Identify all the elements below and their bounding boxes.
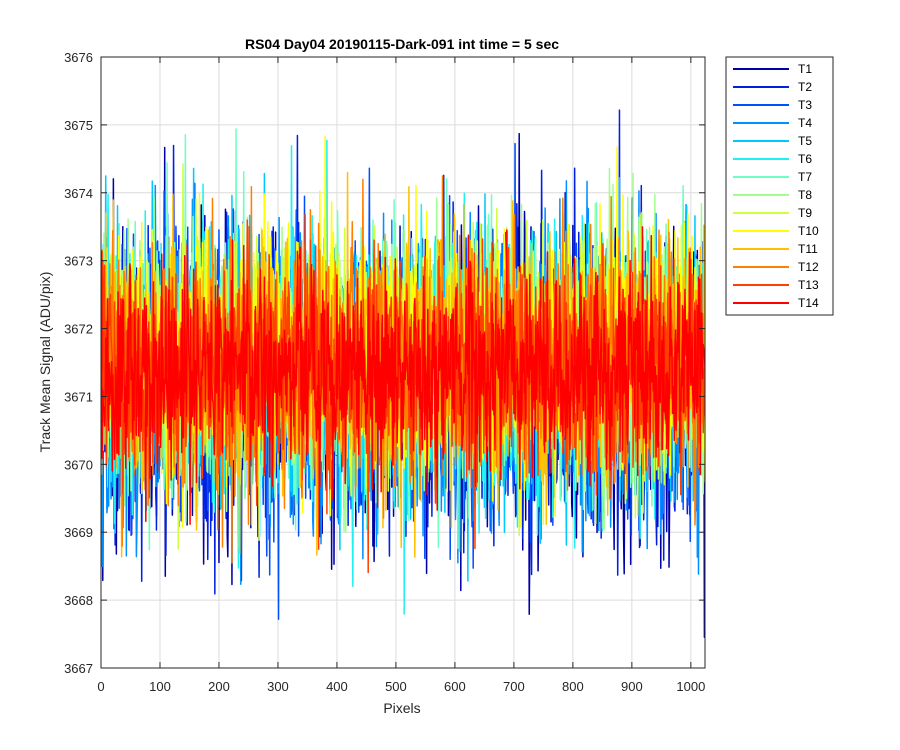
y-tick-label: 3669: [64, 525, 93, 540]
plot-area: 0 100 200 300 400 500 600 700 800 900 1000 3667 3668…: [64, 50, 706, 694]
legend-label-t2: T2: [798, 80, 812, 94]
x-axis-label: Pixels: [383, 700, 420, 716]
legend-label-t1: T1: [798, 62, 812, 76]
y-tick-label: 3668: [64, 593, 93, 608]
y-tick-label: 3674: [64, 186, 93, 201]
y-tick-label: 3676: [64, 50, 93, 65]
x-tick-label: 700: [503, 679, 525, 694]
legend-label-t8: T8: [798, 188, 812, 202]
chart-title: RS04 Day04 20190115-Dark-091 int time = …: [245, 36, 559, 52]
x-tick-label: 900: [621, 679, 643, 694]
x-tick-label: 600: [444, 679, 466, 694]
legend-label-t9: T9: [798, 206, 812, 220]
y-tick-label: 3673: [64, 254, 93, 269]
legend-label-t11: T11: [798, 242, 818, 256]
legend-box: [725, 56, 834, 316]
y-axis-label: Track Mean Signal (ADU/pix): [37, 272, 53, 453]
legend-label-t13: T13: [798, 278, 819, 292]
series-line-t13: [101, 213, 705, 574]
x-tick-label: 100: [149, 679, 171, 694]
y-tick-label: 3671: [64, 389, 93, 404]
y-tick-label: 3670: [64, 457, 93, 472]
x-tick-label: 1000: [676, 679, 705, 694]
axes-frame: [100, 56, 706, 669]
x-tick-label: 0: [97, 679, 104, 694]
legend-label-t3: T3: [798, 98, 812, 112]
series-group: [101, 109, 705, 638]
series-line-t14: [101, 226, 705, 525]
y-tick-label: 3675: [64, 118, 93, 133]
y-tick-label: 3672: [64, 322, 93, 337]
legend-label-t7: T7: [798, 170, 812, 184]
y-tick-label: 3667: [64, 661, 93, 676]
legend-label-t5: T5: [798, 134, 812, 148]
x-tick-label: 200: [208, 679, 230, 694]
legend-label-t12: T12: [798, 260, 819, 274]
x-tick-label: 400: [326, 679, 348, 694]
legend-label-t14: T14: [798, 296, 819, 310]
legend-label-t4: T4: [798, 116, 812, 130]
x-tick-label: 500: [385, 679, 407, 694]
legend-label-t6: T6: [798, 152, 812, 166]
legend-label-t10: T10: [798, 224, 819, 238]
legend: T1 T2 T3 T4 T5 T6 T7 T8 T9 T10 T11 T12 T13 T14: [725, 56, 834, 316]
x-tick-label: 800: [562, 679, 584, 694]
x-tick-label: 300: [267, 679, 289, 694]
